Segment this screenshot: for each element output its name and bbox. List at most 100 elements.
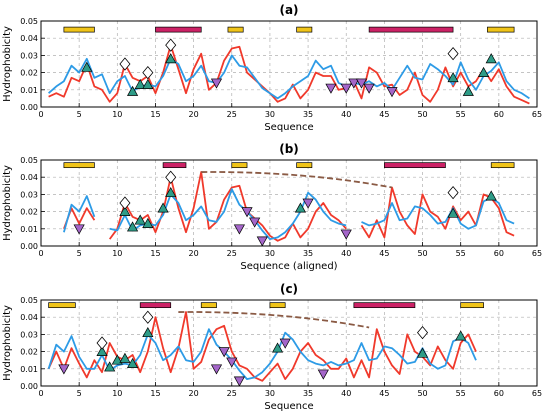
segment-bar-magenta	[384, 162, 446, 169]
triangle-down-marker	[241, 207, 253, 218]
y-tick-label: 0.00	[20, 382, 38, 391]
x-tick-label: 60	[494, 110, 504, 119]
x-tick-label: 65	[532, 249, 542, 258]
triangle-up-marker	[134, 214, 146, 225]
triangle-up-marker	[165, 53, 177, 64]
y-tick-label: 0.04	[20, 173, 38, 182]
plot-frame	[40, 20, 538, 108]
x-tick-label: 0	[38, 389, 43, 398]
triangle-up-marker	[477, 66, 490, 77]
x-tick-label: 40	[341, 110, 351, 119]
y-tick-label: 0.05	[20, 156, 38, 165]
y-axis-label: Hydrophobicity	[2, 26, 13, 102]
x-tick-label: 55	[456, 249, 466, 258]
triangle-up-marker	[455, 330, 467, 341]
y-tick-label: 0.02	[20, 348, 38, 357]
panel-b: 0 5 10 15 20 25 30 35 40 45 50 55 60 65 0.00 0.01 0.02 0.…	[2, 142, 542, 272]
x-tick-label: 65	[532, 389, 542, 398]
y-tick-label: 0.03	[20, 190, 38, 199]
x-tick-label: 10	[112, 110, 122, 119]
triangle-down-marker	[210, 364, 223, 375]
triangle-up-marker	[142, 326, 154, 338]
triangle-up-marker	[81, 61, 93, 72]
triangle-up-marker	[96, 345, 108, 356]
triangle-up-marker	[119, 205, 131, 216]
segment-bar-magenta	[368, 26, 454, 33]
x-tick-label: 50	[417, 110, 427, 119]
segment-bar-yellow	[296, 162, 313, 169]
triangle-up-marker	[142, 78, 154, 89]
diamond-marker	[447, 47, 459, 61]
triangle-down-marker	[302, 198, 314, 209]
x-tick-label: 30	[265, 249, 275, 258]
y-tick-label: 0.01	[20, 365, 38, 374]
diamond-marker	[165, 170, 177, 184]
segment-bar-yellow	[296, 26, 313, 33]
triangle-up-marker	[416, 347, 429, 358]
x-tick-label: 20	[189, 110, 199, 119]
triangle-down-marker	[340, 229, 352, 240]
x-tick-label: 55	[456, 389, 466, 398]
triangle-down-marker	[363, 83, 375, 94]
panel-a: 0 5 10 15 20 25 30 35 40 45 50 55 60 65 0.00 0.01 0.02 0.…	[2, 3, 542, 133]
y-axis-label: Hydrophobicity	[2, 305, 13, 381]
x-tick-label: 20	[189, 249, 199, 258]
y-tick-label: 0.02	[20, 208, 38, 217]
diamond-marker	[447, 186, 459, 200]
y-tick-label: 0.04	[20, 313, 38, 322]
x-tick-label: 50	[417, 389, 427, 398]
diamond-marker	[417, 326, 429, 340]
triangle-up-marker	[104, 361, 116, 372]
triangle-up-marker	[119, 352, 131, 363]
x-tick-label: 45	[379, 389, 389, 398]
x-tick-label: 30	[265, 389, 275, 398]
diamond-marker	[142, 65, 154, 80]
triangle-down-marker	[58, 364, 70, 375]
x-tick-label: 60	[494, 389, 504, 398]
x-axis-label: Sequence (aligned)	[240, 261, 337, 272]
triangle-down-marker	[279, 338, 291, 349]
triangle-up-marker	[294, 202, 307, 213]
series-line-red	[47, 311, 477, 382]
triangle-up-marker	[485, 53, 497, 64]
x-tick-label: 10	[112, 389, 122, 398]
x-tick-label: 15	[150, 249, 160, 258]
triangle-up-marker	[126, 85, 139, 96]
x-tick-label: 35	[303, 249, 313, 258]
triangle-up-marker	[462, 85, 474, 96]
diamond-marker	[119, 57, 131, 71]
x-tick-label: 5	[77, 249, 82, 258]
y-axis-label: Hydrophobicity	[2, 165, 13, 241]
y-tick-label: 0.01	[20, 225, 38, 234]
diamond-marker	[142, 310, 154, 324]
y-tick-label: 0.05	[20, 17, 38, 26]
panel-title: (b)	[279, 142, 299, 156]
x-tick-label: 25	[227, 110, 237, 119]
x-tick-label: 40	[341, 389, 351, 398]
triangle-down-marker	[325, 83, 337, 94]
x-tick-label: 0	[38, 110, 43, 119]
segment-bar-yellow	[48, 302, 76, 309]
x-tick-label: 30	[265, 110, 275, 119]
x-tick-label: 50	[417, 249, 427, 258]
x-tick-label: 20	[189, 389, 199, 398]
triangle-down-marker	[340, 83, 352, 94]
triangle-down-marker	[256, 236, 268, 247]
triangle-down-marker	[386, 87, 398, 98]
y-tick-label: 0.00	[20, 242, 38, 251]
triangle-down-marker	[355, 78, 368, 89]
x-tick-label: 25	[227, 249, 237, 258]
triangle-up-marker	[165, 186, 177, 198]
triangle-up-marker	[485, 190, 497, 201]
x-axis-label: Sequence	[264, 122, 313, 133]
triangle-up-marker	[157, 202, 169, 213]
triangle-down-marker	[317, 369, 329, 380]
panel-title: (a)	[279, 3, 298, 17]
x-tick-label: 45	[379, 110, 389, 119]
y-tick-label: 0.00	[20, 103, 38, 112]
panel-c: 0 5 10 15 20 25 30 35 40 45 50 55 60 65 0.00 0.01 0.02 0.…	[2, 282, 542, 412]
panel-title: (c)	[280, 282, 298, 296]
triangle-up-marker	[111, 354, 123, 365]
x-tick-label: 15	[150, 110, 160, 119]
triangle-up-marker	[447, 72, 459, 83]
